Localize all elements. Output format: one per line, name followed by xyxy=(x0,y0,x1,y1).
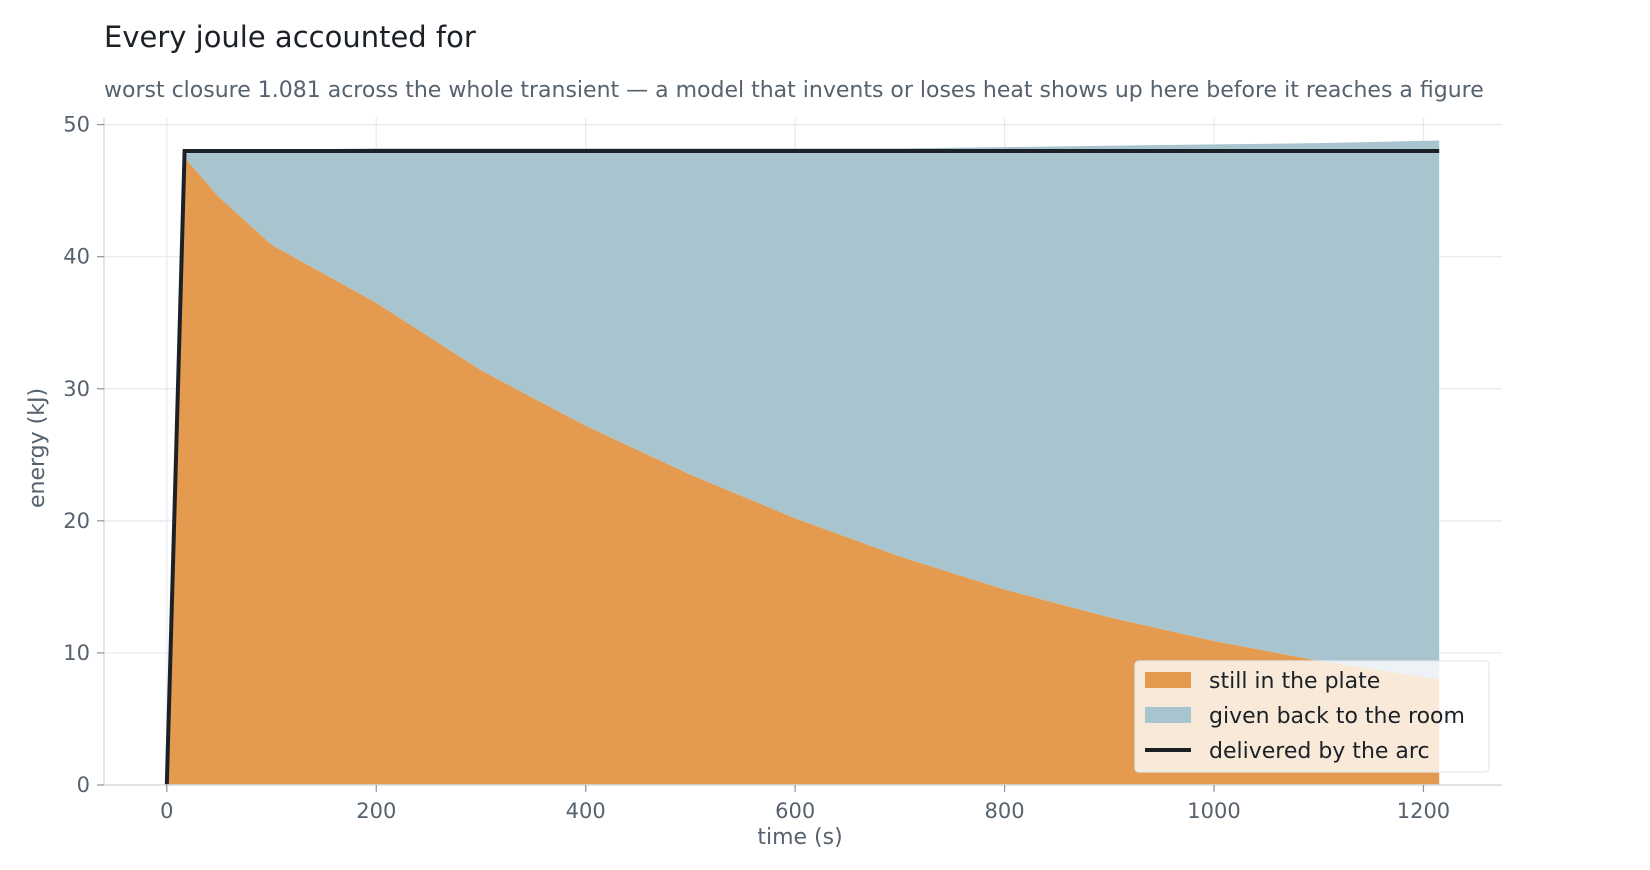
x-tick-label: 0 xyxy=(160,799,173,823)
legend-swatch xyxy=(1145,672,1191,688)
x-tick-labels: 0 200 400 600 800 1000 1200 xyxy=(160,799,1450,823)
legend-swatch xyxy=(1145,707,1191,723)
legend-label: delivered by the arc xyxy=(1209,739,1430,764)
legend-box xyxy=(1134,660,1490,773)
chart-subtitle: worst closure 1.081 across the whole tra… xyxy=(104,78,1484,103)
y-tick-label: 20 xyxy=(63,509,90,533)
axes xyxy=(97,118,1502,792)
line-series xyxy=(164,149,1440,786)
x-tick-label: 600 xyxy=(775,799,815,823)
x-axis-label: time (s) xyxy=(757,825,842,850)
y-tick-label: 0 xyxy=(77,773,90,797)
y-tick-label: 50 xyxy=(63,113,90,137)
y-tick-label: 40 xyxy=(63,245,90,269)
area-series xyxy=(166,140,1440,786)
y-tick-labels: 0 10 20 30 40 50 xyxy=(63,113,90,797)
x-tick-label: 1200 xyxy=(1397,799,1450,823)
x-tick-label: 200 xyxy=(356,799,396,823)
y-tick-label: 30 xyxy=(63,377,90,401)
legend: still in the plate given back to the room… xyxy=(1134,660,1490,773)
legend-label: still in the plate xyxy=(1209,669,1380,694)
area-still-in-the-plate xyxy=(166,157,1440,786)
x-tick-label: 1000 xyxy=(1187,799,1240,823)
line-delivered-by-the-arc xyxy=(164,149,1440,786)
legend-label: given back to the room xyxy=(1209,704,1465,729)
chart-title: Every joule accounted for xyxy=(104,20,476,54)
x-tick-label: 400 xyxy=(566,799,606,823)
y-tick-label: 10 xyxy=(63,641,90,665)
x-tick-label: 800 xyxy=(985,799,1025,823)
area-given-back-to-the-room xyxy=(166,140,1440,785)
y-axis-label: energy (kJ) xyxy=(25,388,50,508)
